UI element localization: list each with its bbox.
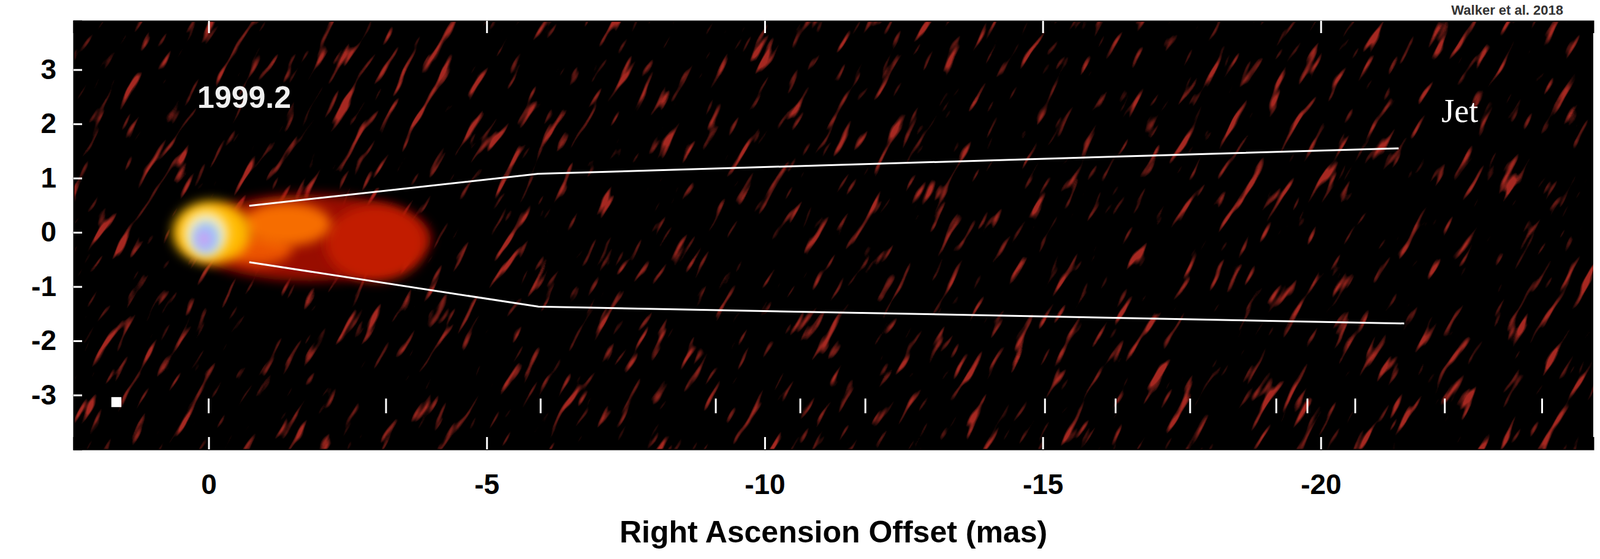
y-tick: -2 [31, 324, 83, 357]
plot-area [73, 20, 1594, 450]
emission-component [172, 200, 251, 265]
epoch-mark [1443, 398, 1446, 414]
epoch-mark [1044, 398, 1047, 414]
y-axis-line [74, 21, 83, 450]
y-tick-label: 1 [40, 161, 57, 194]
x-tick-mark [764, 436, 766, 450]
beam [111, 397, 122, 407]
y-axis: 3 2 1 0 -1 -2 -3 [31, 21, 83, 450]
emission-component [242, 202, 331, 246]
epoch-marks [208, 398, 1543, 414]
noise-texture [73, 20, 1594, 450]
y-tick: -1 [31, 270, 83, 303]
y-tick-label: 2 [40, 107, 57, 140]
x-tick: -15 [1022, 436, 1064, 501]
x-tick-mark [208, 436, 211, 450]
x-top-tick-mark [208, 20, 211, 34]
y-tick: 2 [40, 107, 83, 140]
x-top-tick [1042, 20, 1044, 34]
y-tick: 0 [40, 215, 83, 248]
x-top-tick-mark [1319, 20, 1322, 34]
emission-component [325, 205, 426, 282]
y-tick-label: 0 [40, 215, 57, 248]
y-tick-mark [73, 340, 83, 342]
epoch-mark [799, 398, 802, 414]
y-tick: 1 [40, 161, 83, 194]
x-axis-top [74, 20, 1594, 34]
epoch-mark [1189, 398, 1192, 414]
y-tick-mark [73, 177, 83, 180]
x-axis-line [74, 436, 1594, 450]
epoch-mark [207, 398, 210, 414]
y-tick-mark [73, 231, 83, 234]
emission-component [191, 221, 220, 254]
epoch-mark [539, 398, 542, 414]
x-top-tick [486, 20, 488, 34]
epoch-mark [715, 398, 717, 414]
x-top-tick [208, 20, 210, 34]
x-tick-label: -10 [744, 468, 785, 501]
y-tick-mark [73, 394, 83, 397]
y-tick: -3 [31, 378, 83, 411]
x-tick-mark [1042, 436, 1045, 450]
y-tick-mark [73, 123, 83, 126]
emission [172, 194, 432, 282]
x-top-tick-mark [485, 20, 488, 34]
x-tick-label: 0 [200, 468, 217, 501]
x-top-tick [1320, 20, 1322, 34]
x-tick-label: -15 [1022, 468, 1064, 501]
y-tick-mark [73, 69, 83, 72]
x-tick-label: -20 [1300, 468, 1342, 501]
epoch-label: 1999.2 [197, 80, 292, 115]
credit: Walker et al. 2018 [1451, 2, 1564, 18]
x-top-tick-mark [1042, 20, 1045, 34]
epoch-mark [1114, 398, 1117, 414]
epoch-mark [864, 398, 867, 414]
x-axis-title: Right Ascension Offset (mas) [619, 514, 1048, 550]
x-tick: 0 [200, 436, 217, 501]
y-tick-label: 3 [40, 53, 57, 86]
x-tick: -5 [474, 436, 500, 501]
x-tick-mark [485, 436, 488, 450]
x-top-tick [764, 20, 766, 34]
epoch-mark [1306, 398, 1309, 414]
x-tick: -20 [1300, 436, 1342, 501]
y-tick: 3 [40, 53, 83, 86]
epoch-mark [384, 398, 387, 414]
chart: 0 -5 -10 -15 -20 3 2 1 0 -1 -2 -3 Right Ascension Of… [0, 0, 1600, 559]
x-axis: 0 -5 -10 -15 -20 [74, 436, 1594, 501]
epoch-mark [1541, 398, 1544, 414]
jet-boundary [249, 262, 1405, 324]
x-tick: -10 [744, 436, 785, 501]
epoch-mark [1354, 398, 1357, 414]
emission-component [197, 230, 211, 248]
y-tick-label: -2 [31, 324, 57, 357]
x-axis-top-line [74, 21, 1594, 34]
annotation: Jet [1441, 92, 1479, 130]
jet-boundary [249, 148, 1400, 206]
epoch-mark [1275, 398, 1278, 414]
y-tick-label: -1 [31, 270, 57, 303]
y-tick-label: -3 [31, 378, 57, 411]
x-top-tick-mark [764, 20, 766, 34]
x-tick-mark [1319, 436, 1322, 450]
x-tick-label: -5 [474, 468, 500, 501]
y-tick-mark [73, 286, 83, 289]
emission-component [183, 210, 229, 257]
